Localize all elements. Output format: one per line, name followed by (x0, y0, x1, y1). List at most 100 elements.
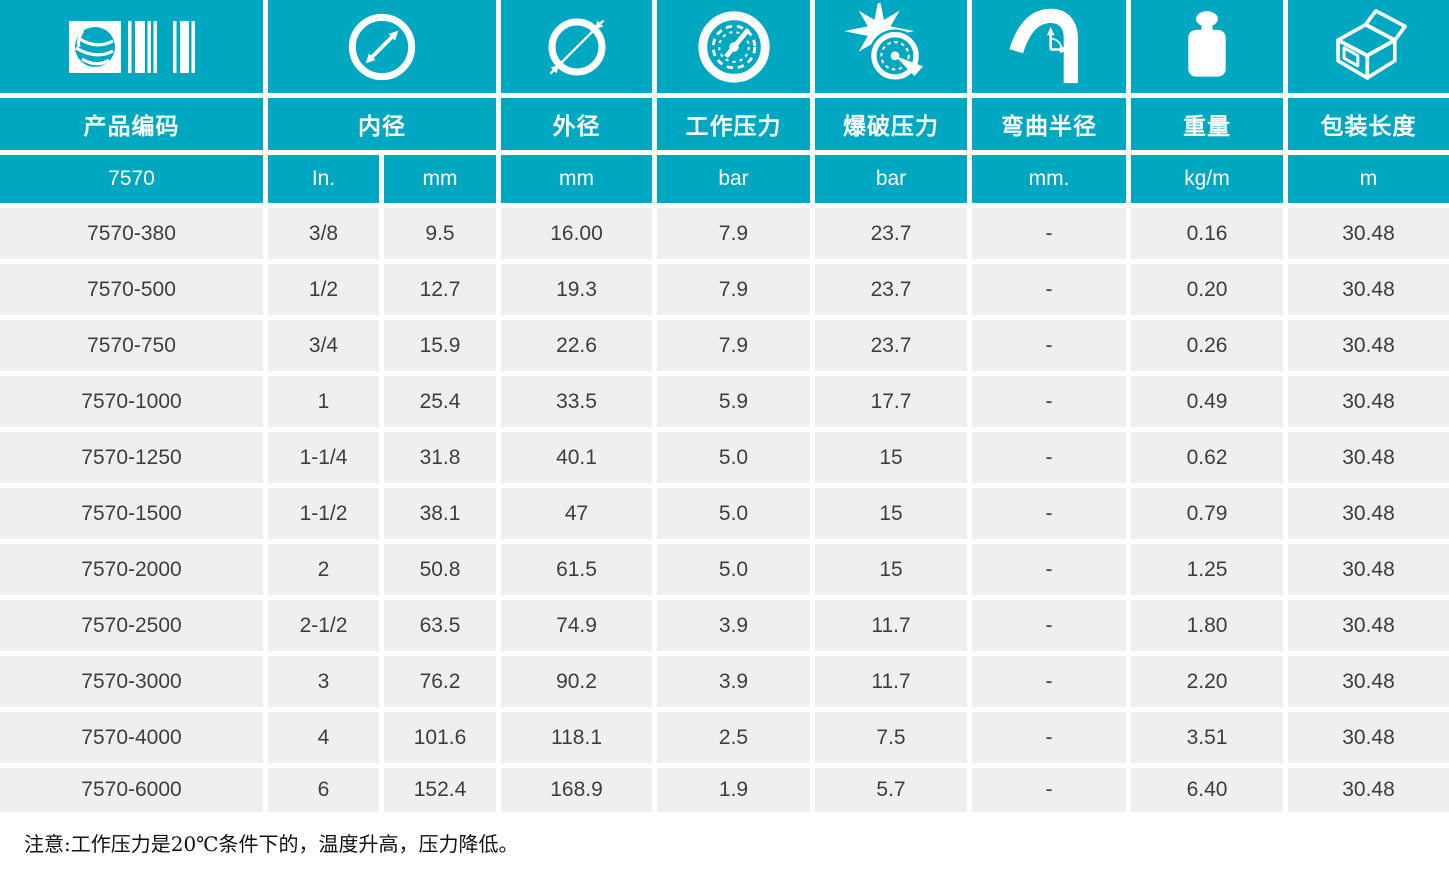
cell-package-length: 30.48 (1288, 264, 1449, 315)
cell-outer-diameter: 33.5 (501, 376, 652, 427)
cell-working-pressure: 3.9 (657, 600, 810, 651)
cell-burst-pressure: 17.7 (815, 376, 967, 427)
bend-radius-icon (1009, 8, 1078, 83)
cell-inner-diameter-mm: 63.5 (384, 600, 496, 651)
column-header-bend-radius: 弯曲半径 (972, 98, 1126, 150)
cell-inner-diameter-inch: 3/8 (268, 208, 379, 259)
cell-inner-diameter-mm: 38.1 (384, 488, 496, 539)
outer-diameter-icon (548, 18, 605, 75)
cell-weight: 3.51 (1131, 712, 1283, 763)
cell-outer-diameter: 61.5 (501, 544, 652, 595)
cell-bend-radius: - (972, 768, 1126, 812)
unit-burst-pressure: bar (815, 155, 967, 203)
cell-product-code: 7570-1250 (0, 432, 263, 483)
cell-weight: 0.49 (1131, 376, 1283, 427)
cell-inner-diameter-inch: 2-1/2 (268, 600, 379, 651)
cell-product-code: 7570-750 (0, 320, 263, 371)
icon-cell-product-code (0, 0, 263, 93)
cell-package-length: 30.48 (1288, 656, 1449, 707)
cell-inner-diameter-inch: 2 (268, 544, 379, 595)
icon-cell-working-pressure (657, 0, 810, 93)
cell-inner-diameter-inch: 1-1/4 (268, 432, 379, 483)
unit-inner-diameter-inch: In. (268, 155, 379, 203)
cell-package-length: 30.48 (1288, 712, 1449, 763)
column-header-burst-pressure: 爆破压力 (815, 98, 967, 150)
icon-cell-bend-radius (972, 0, 1126, 93)
cell-outer-diameter: 47 (501, 488, 652, 539)
cell-weight: 0.16 (1131, 208, 1283, 259)
cell-burst-pressure: 7.5 (815, 712, 967, 763)
cell-burst-pressure: 15 (815, 544, 967, 595)
unit-series-code: 7570 (0, 155, 263, 203)
unit-weight: kg/m (1131, 155, 1283, 203)
cell-working-pressure: 5.0 (657, 544, 810, 595)
cell-weight: 0.26 (1131, 320, 1283, 371)
cell-weight: 0.20 (1131, 264, 1283, 315)
cell-product-code: 7570-1500 (0, 488, 263, 539)
cell-outer-diameter: 90.2 (501, 656, 652, 707)
cell-package-length: 30.48 (1288, 320, 1449, 371)
cell-inner-diameter-inch: 1-1/2 (268, 488, 379, 539)
cell-weight: 6.40 (1131, 768, 1283, 812)
cell-burst-pressure: 5.7 (815, 768, 967, 812)
cell-inner-diameter-mm: 25.4 (384, 376, 496, 427)
cell-working-pressure: 5.0 (657, 432, 810, 483)
cell-inner-diameter-mm: 31.8 (384, 432, 496, 483)
cell-burst-pressure: 23.7 (815, 264, 967, 315)
cell-working-pressure: 7.9 (657, 320, 810, 371)
cell-inner-diameter-mm: 15.9 (384, 320, 496, 371)
cell-bend-radius: - (972, 264, 1126, 315)
unit-inner-diameter-mm: mm (384, 155, 496, 203)
cell-working-pressure: 1.9 (657, 768, 810, 812)
cell-working-pressure: 7.9 (657, 264, 810, 315)
column-header-product-code: 产品编码 (0, 98, 263, 150)
column-header-weight: 重量 (1131, 98, 1283, 150)
cell-package-length: 30.48 (1288, 432, 1449, 483)
column-header-inner-diameter: 内径 (268, 98, 496, 150)
pressure-gauge-icon (697, 10, 770, 83)
cell-outer-diameter: 19.3 (501, 264, 652, 315)
cell-bend-radius: - (972, 320, 1126, 371)
cell-inner-diameter-inch: 6 (268, 768, 379, 812)
icon-cell-burst-pressure (815, 0, 967, 93)
icon-cell-package-length (1288, 0, 1449, 93)
cell-bend-radius: - (972, 600, 1126, 651)
cell-inner-diameter-mm: 101.6 (384, 712, 496, 763)
cell-product-code: 7570-3000 (0, 656, 263, 707)
cell-inner-diameter-inch: 3/4 (268, 320, 379, 371)
spec-table: 产品编码 内径 外径 工作压力 爆破压力 弯曲半径 重量 包装长度 7570 I… (0, 0, 1449, 812)
cell-package-length: 30.48 (1288, 376, 1449, 427)
unit-bend-radius: mm. (972, 155, 1126, 203)
cell-inner-diameter-mm: 50.8 (384, 544, 496, 595)
cell-inner-diameter-inch: 1/2 (268, 264, 379, 315)
cell-inner-diameter-mm: 152.4 (384, 768, 496, 812)
unit-working-pressure: bar (657, 155, 810, 203)
barcode-icon (68, 20, 195, 73)
cell-bend-radius: - (972, 376, 1126, 427)
cell-inner-diameter-mm: 12.7 (384, 264, 496, 315)
cell-outer-diameter: 40.1 (501, 432, 652, 483)
burst-pressure-icon (843, 2, 923, 82)
cell-working-pressure: 5.9 (657, 376, 810, 427)
cell-weight: 1.80 (1131, 600, 1283, 651)
package-box-icon (1335, 8, 1407, 80)
cell-product-code: 7570-500 (0, 264, 263, 315)
cell-inner-diameter-inch: 1 (268, 376, 379, 427)
cell-working-pressure: 3.9 (657, 656, 810, 707)
cell-burst-pressure: 15 (815, 488, 967, 539)
cell-inner-diameter-inch: 3 (268, 656, 379, 707)
cell-burst-pressure: 11.7 (815, 600, 967, 651)
cell-package-length: 30.48 (1288, 488, 1449, 539)
cell-outer-diameter: 22.6 (501, 320, 652, 371)
icon-cell-weight (1131, 0, 1283, 93)
cell-package-length: 30.48 (1288, 544, 1449, 595)
cell-product-code: 7570-2500 (0, 600, 263, 651)
cell-outer-diameter: 168.9 (501, 768, 652, 812)
cell-burst-pressure: 15 (815, 432, 967, 483)
cell-bend-radius: - (972, 712, 1126, 763)
column-header-working-pressure: 工作压力 (657, 98, 810, 150)
icon-cell-inner-diameter (268, 0, 496, 93)
cell-product-code: 7570-2000 (0, 544, 263, 595)
cell-working-pressure: 5.0 (657, 488, 810, 539)
column-header-package-length: 包装长度 (1288, 98, 1449, 150)
